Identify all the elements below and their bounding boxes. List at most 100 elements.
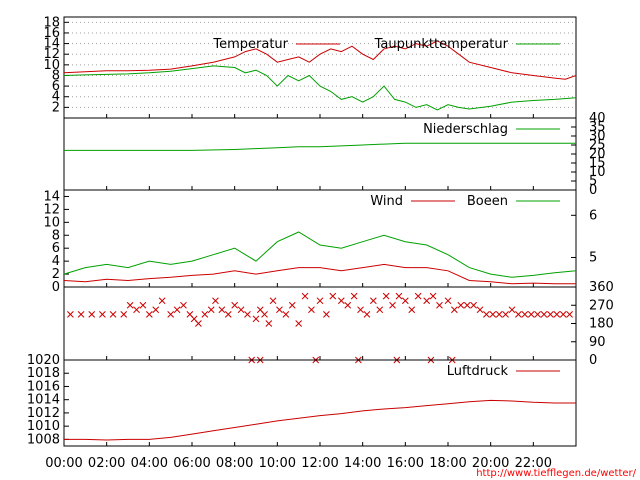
credit-link[interactable]: http://www.tiefflegen.de/wetter/ <box>476 468 636 479</box>
direction-point <box>451 306 458 314</box>
y-tick-label: 1012 <box>27 406 60 421</box>
direction-point <box>495 311 503 318</box>
y2-tick-label: 15 <box>589 156 606 171</box>
y2-tick-label: 35 <box>589 120 606 135</box>
y-tick-label: 14 <box>43 189 60 204</box>
panel-frame <box>63 286 577 361</box>
x-tick-label: 06:00 <box>173 456 210 471</box>
y-tick-label: 1008 <box>27 432 60 447</box>
direction-point <box>429 292 437 300</box>
legend-label: Luftdruck <box>447 364 509 379</box>
direction-point <box>344 301 352 309</box>
direction-point <box>99 311 106 318</box>
series-line-luftdruck <box>64 399 576 441</box>
direction-point <box>77 311 85 318</box>
direction-point <box>376 306 384 314</box>
y2-tick-label: 180 <box>589 317 614 332</box>
direction-point <box>357 306 364 314</box>
y2-tick-label: 360 <box>589 280 614 295</box>
y-tick-label: 1020 <box>27 353 60 368</box>
y-tick-label: 1010 <box>27 419 60 434</box>
direction-point <box>408 306 416 314</box>
series-line-taupunkttemperatur <box>63 65 577 111</box>
direction-point <box>329 292 337 300</box>
direction-point <box>476 306 484 314</box>
direction-point <box>316 297 324 305</box>
direction-point <box>463 301 471 309</box>
y2-tick-label: 0 <box>589 353 597 368</box>
x-tick-label: 08:00 <box>216 456 253 471</box>
direction-point <box>145 311 153 318</box>
y-tick-label: 8 <box>52 228 60 243</box>
y2-tick-label: 90 <box>589 335 606 350</box>
y-tick-label: 6 <box>52 241 60 256</box>
direction-point <box>502 311 509 318</box>
direction-point <box>88 311 96 318</box>
direction-point <box>231 301 239 309</box>
direction-point <box>180 301 187 309</box>
y-tick-label: 2 <box>52 267 60 282</box>
direction-point <box>67 311 74 318</box>
y-tick-label: 0 <box>52 280 60 295</box>
y2-tick-label: 5 <box>589 174 597 189</box>
direction-point <box>401 297 409 305</box>
direction-point <box>395 292 403 300</box>
direction-point <box>288 301 296 309</box>
x-tick-label: 04:00 <box>131 456 168 471</box>
direction-point <box>350 292 358 300</box>
y-tick-label: 10 <box>43 58 60 73</box>
direction-point <box>470 301 477 309</box>
y-tick-label: 4 <box>52 90 60 105</box>
direction-point <box>540 311 548 318</box>
x-tick-label: 22:00 <box>515 456 552 471</box>
y-tick-label: 6 <box>52 79 60 94</box>
y-tick-label: 1016 <box>27 379 60 394</box>
direction-point <box>301 292 309 300</box>
direction-point <box>483 311 490 318</box>
direction-point <box>515 311 522 318</box>
direction-point <box>207 306 215 314</box>
direction-point <box>323 311 330 318</box>
y2-tick-label: 270 <box>589 298 614 313</box>
direction-point <box>553 311 561 318</box>
direction-point <box>265 320 273 327</box>
y2-tick-label: 25 <box>589 138 606 153</box>
y2-tick-label: 20 <box>589 147 606 162</box>
direction-point <box>261 311 268 318</box>
legend-label: Temperatur <box>212 37 288 52</box>
direction-point <box>139 301 147 309</box>
direction-point <box>167 311 175 318</box>
series-line-boeen <box>63 231 577 278</box>
direction-point <box>158 297 166 305</box>
legend-label: Wind <box>370 194 403 209</box>
y-tick-label: 1014 <box>27 393 60 408</box>
x-tick-label: 12:00 <box>301 456 338 471</box>
y-tick-label: 14 <box>43 37 60 52</box>
y2-tick-label: 0 <box>589 183 597 198</box>
y-tick-label: 4 <box>52 254 60 269</box>
legend-label: Taupunkttemperatur <box>374 37 509 52</box>
direction-point <box>389 301 396 309</box>
direction-point <box>282 311 290 318</box>
direction-point <box>521 311 529 318</box>
y2-tick-label: 10 <box>589 165 606 180</box>
direction-point <box>212 297 219 305</box>
y2-tick-label: 30 <box>589 129 606 144</box>
y-tick-label: 2 <box>52 100 60 115</box>
direction-point <box>195 320 202 327</box>
direction-point <box>369 297 377 305</box>
direction-point <box>244 311 251 318</box>
direction-point <box>457 301 465 309</box>
direction-point <box>489 311 497 318</box>
y-tick-label: 12 <box>43 202 60 217</box>
y2-tick-label: 6 <box>589 208 597 223</box>
y-tick-label: 1018 <box>27 366 60 381</box>
direction-point <box>423 297 431 305</box>
direction-point <box>295 320 303 327</box>
direction-point <box>534 311 541 318</box>
legend-label: Boeen <box>467 194 508 209</box>
series-line-niederschlag <box>64 142 576 151</box>
